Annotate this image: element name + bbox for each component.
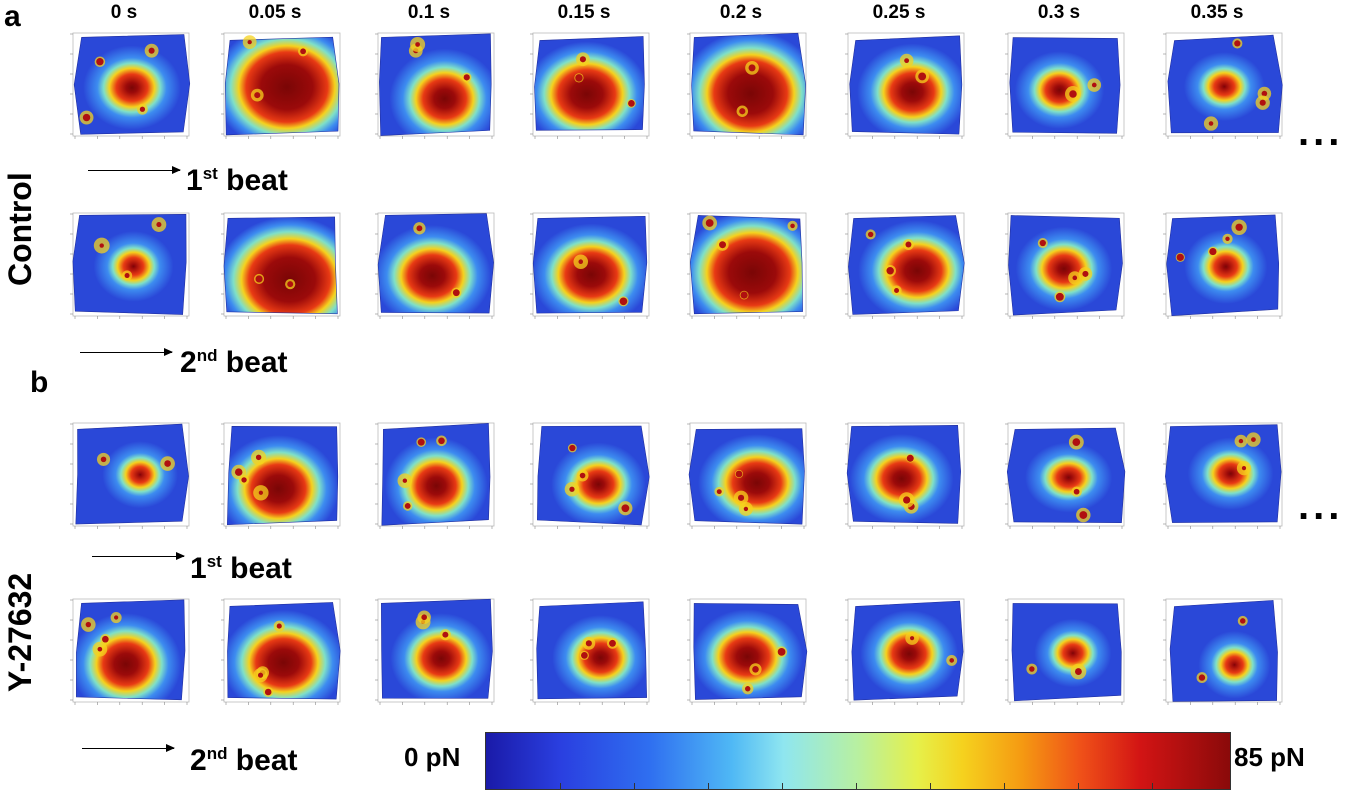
- colorbar-min-label: 0 pN: [404, 742, 461, 772]
- traction-map-control_beat1-t2: [360, 30, 498, 148]
- traction-map-control_beat1-t6: [990, 30, 1128, 148]
- traction-map-y27632_beat1-t1: [206, 420, 344, 538]
- ellipsis-control: ...: [1298, 110, 1344, 154]
- panel-letter-b: b: [30, 366, 49, 399]
- traction-map-y27632_beat2-t2: [360, 596, 498, 714]
- beat-arrow-y27632-2: [82, 744, 175, 752]
- group-label-y27632: Y-27632: [2, 572, 38, 692]
- traction-map-y27632_beat1-t6: [990, 420, 1128, 538]
- traction-map-control_beat2-t6: [990, 210, 1128, 328]
- traction-map-y27632_beat2-t4: [672, 596, 810, 714]
- traction-map-y27632_beat1-t4: [672, 420, 810, 538]
- traction-map-y27632_beat2-t1: [206, 596, 344, 714]
- beat-arrow-control-2: [80, 348, 173, 356]
- traction-map-control_beat2-t4: [672, 210, 810, 328]
- traction-map-y27632_beat2-t6: [990, 596, 1128, 714]
- panel-letter-a: a: [4, 0, 21, 33]
- time-label-7: 0.35 s: [1190, 2, 1244, 23]
- beat-label-control-2: 2nd beat: [180, 346, 288, 379]
- traction-map-y27632_beat2-t0: [55, 596, 193, 714]
- traction-map-y27632_beat1-t2: [360, 420, 498, 538]
- time-label-2: 0.1 s: [407, 2, 451, 23]
- traction-map-control_beat2-t2: [360, 210, 498, 328]
- traction-map-y27632_beat1-t0: [55, 420, 193, 538]
- traction-map-y27632_beat1-t5: [830, 420, 968, 538]
- colorbar: [485, 732, 1231, 790]
- beat-label-control-1: 1st beat: [186, 164, 288, 197]
- time-label-6: 0.3 s: [1037, 2, 1081, 23]
- beat-label-y27632-1: 1st beat: [190, 552, 292, 585]
- traction-map-control_beat1-t5: [830, 30, 968, 148]
- traction-map-y27632_beat2-t5: [830, 596, 968, 714]
- beat-label-y27632-2: 2nd beat: [190, 744, 298, 777]
- beat-arrow-y27632-1: [92, 552, 185, 560]
- traction-map-control_beat2-t0: [55, 210, 193, 328]
- traction-map-control_beat1-t0: [55, 30, 193, 148]
- traction-map-control_beat1-t1: [206, 30, 344, 148]
- colorbar-max-label: 85 pN: [1234, 742, 1305, 772]
- traction-map-control_beat2-t3: [515, 210, 653, 328]
- traction-map-control_beat1-t7: [1148, 30, 1286, 148]
- traction-map-control_beat1-t4: [672, 30, 810, 148]
- time-label-5: 0.25 s: [872, 2, 926, 23]
- traction-map-y27632_beat1-t7: [1148, 420, 1286, 538]
- ellipsis-y27632: ...: [1298, 484, 1344, 528]
- traction-map-control_beat2-t7: [1148, 210, 1286, 328]
- group-label-control: Control: [2, 172, 38, 286]
- time-label-1: 0.05 s: [248, 2, 302, 23]
- traction-map-control_beat1-t3: [515, 30, 653, 148]
- traction-map-y27632_beat2-t3: [515, 596, 653, 714]
- traction-map-control_beat2-t5: [830, 210, 968, 328]
- beat-arrow-control-1: [88, 166, 181, 174]
- time-label-4: 0.2 s: [719, 2, 763, 23]
- traction-map-y27632_beat1-t3: [515, 420, 653, 538]
- traction-map-y27632_beat2-t7: [1148, 596, 1286, 714]
- time-label-0: 0 s: [110, 2, 138, 23]
- time-label-3: 0.15 s: [557, 2, 611, 23]
- traction-map-control_beat2-t1: [206, 210, 344, 328]
